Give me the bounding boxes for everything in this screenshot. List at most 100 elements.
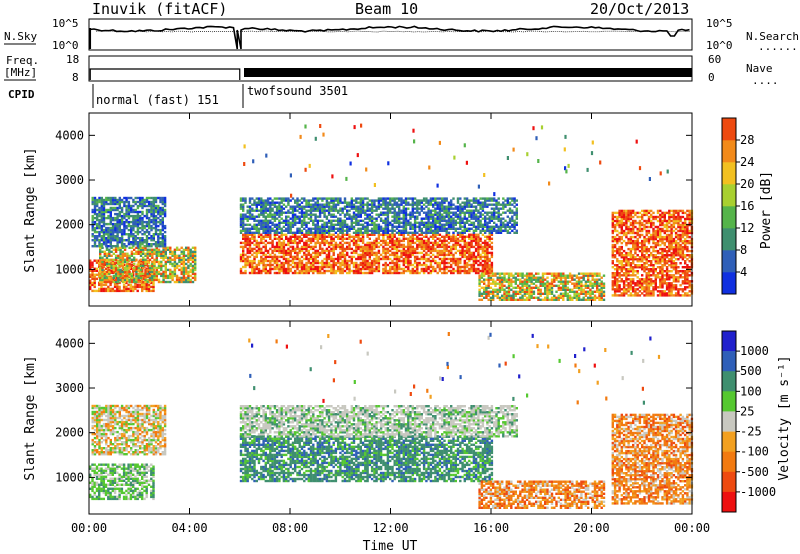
heatmap-cell: [427, 225, 430, 228]
heatmap-cell: [123, 216, 126, 220]
heatmap-cell: [273, 249, 277, 253]
heatmap-cell: [484, 219, 487, 222]
heatmap-cell: [303, 251, 306, 255]
heatmap-cell: [132, 200, 135, 204]
heatmap-cell: [291, 207, 295, 210]
heatmap-cell: [425, 197, 428, 200]
heatmap-cell: [151, 254, 154, 257]
heatmap-cell: [490, 245, 494, 249]
heatmap-cell: [151, 266, 154, 270]
heatmap-cell: [98, 220, 101, 224]
heatmap-cell: [332, 259, 335, 263]
heatmap-cell: [375, 223, 378, 226]
heatmap-cell: [280, 241, 283, 245]
heatmap-cell: [461, 247, 464, 251]
heatmap-cell: [480, 298, 484, 301]
heatmap-cell: [312, 239, 315, 243]
heatmap-cell: [339, 267, 342, 271]
heatmap-cell: [253, 271, 256, 275]
heatmap-cell: [298, 271, 301, 275]
heatmap-cell: [337, 197, 340, 200]
heatmap-cell: [98, 218, 101, 222]
heatmap-cell: [402, 221, 405, 224]
heatmap-cell: [155, 270, 158, 274]
heatmap-cell: [136, 214, 140, 218]
heatmap-cell: [120, 228, 124, 232]
heatmap-cell: [194, 248, 197, 251]
heatmap-cell: [123, 274, 127, 278]
heatmap-cell: [373, 239, 376, 243]
heatmap-cell: [445, 249, 448, 253]
heatmap-cell: [242, 247, 245, 251]
heatmap-cell: [151, 248, 154, 251]
heatmap-cell: [514, 286, 517, 289]
heatmap-cell: [269, 197, 272, 200]
heatmap-cell: [134, 218, 137, 222]
heatmap-cell: [484, 265, 487, 269]
heatmap-cell: [370, 201, 374, 204]
heatmap-cell: [107, 226, 110, 230]
heatmap-cell: [116, 228, 119, 232]
heatmap-cell: [359, 207, 362, 210]
heatmap-cell: [490, 229, 494, 232]
heatmap-cell: [418, 227, 421, 230]
heatmap-cell: [413, 207, 417, 210]
heatmap-cell: [438, 243, 442, 247]
heatmap-cell: [416, 225, 419, 228]
heatmap-cell: [150, 285, 153, 289]
heatmap-cell: [463, 229, 466, 232]
heatmap-cell: [325, 247, 329, 251]
heatmap-cell: [343, 215, 347, 218]
heatmap-cell: [125, 233, 128, 236]
heatmap-cell: [93, 285, 96, 289]
heatmap-cell: [100, 228, 103, 232]
heatmap-cell: [123, 214, 126, 218]
heatmap-cell: [463, 227, 466, 230]
heatmap-cell: [173, 274, 177, 278]
heatmap-cell: [251, 271, 254, 275]
heatmap-cell: [287, 203, 290, 206]
heatmap-cell: [472, 235, 476, 238]
heatmap-cell: [257, 213, 261, 216]
heatmap-cell: [262, 235, 265, 238]
heatmap-cell: [169, 262, 172, 266]
heatmap-cell: [377, 263, 381, 267]
heatmap-cell: [432, 269, 435, 273]
heatmap-cell: [398, 233, 401, 236]
heatmap-cell: [144, 276, 147, 280]
heatmap-cell: [395, 271, 399, 275]
heatmap-cell: [368, 269, 371, 273]
heatmap-cell: [339, 225, 342, 228]
heatmap-cell: [309, 263, 313, 267]
heatmap-cell: [102, 218, 106, 222]
heatmap-cell: [187, 260, 190, 264]
heatmap-cell: [316, 259, 319, 263]
heatmap-cell: [503, 296, 506, 299]
heatmap-cell: [465, 241, 469, 245]
heatmap-cell: [441, 207, 444, 210]
heatmap-cell: [436, 217, 439, 220]
heatmap-cell: [109, 230, 112, 234]
heatmap-cell: [492, 298, 495, 301]
heatmap-cell: [361, 225, 365, 228]
heatmap-cell: [111, 222, 115, 226]
heatmap-cell: [479, 213, 482, 216]
heatmap-cell: [441, 227, 444, 230]
heatmap-cell: [465, 249, 469, 253]
heatmap-cell: [151, 252, 154, 255]
heatmap-cell: [447, 265, 451, 269]
heatmap-cell: [402, 257, 405, 261]
heatmap-cell: [468, 259, 471, 263]
heatmap-cell: [303, 215, 306, 218]
heatmap-cell: [285, 251, 288, 255]
heatmap-cell: [148, 224, 151, 228]
heatmap-cell: [352, 235, 356, 238]
heatmap-cell: [348, 203, 351, 206]
heatmap-cell: [253, 215, 256, 218]
heatmap-cell: [155, 268, 158, 272]
heatmap-cell: [400, 267, 403, 271]
heatmap-cell: [137, 268, 140, 272]
heatmap-cell: [157, 210, 160, 214]
heatmap-cell: [416, 247, 419, 251]
heatmap-cell: [364, 243, 367, 247]
